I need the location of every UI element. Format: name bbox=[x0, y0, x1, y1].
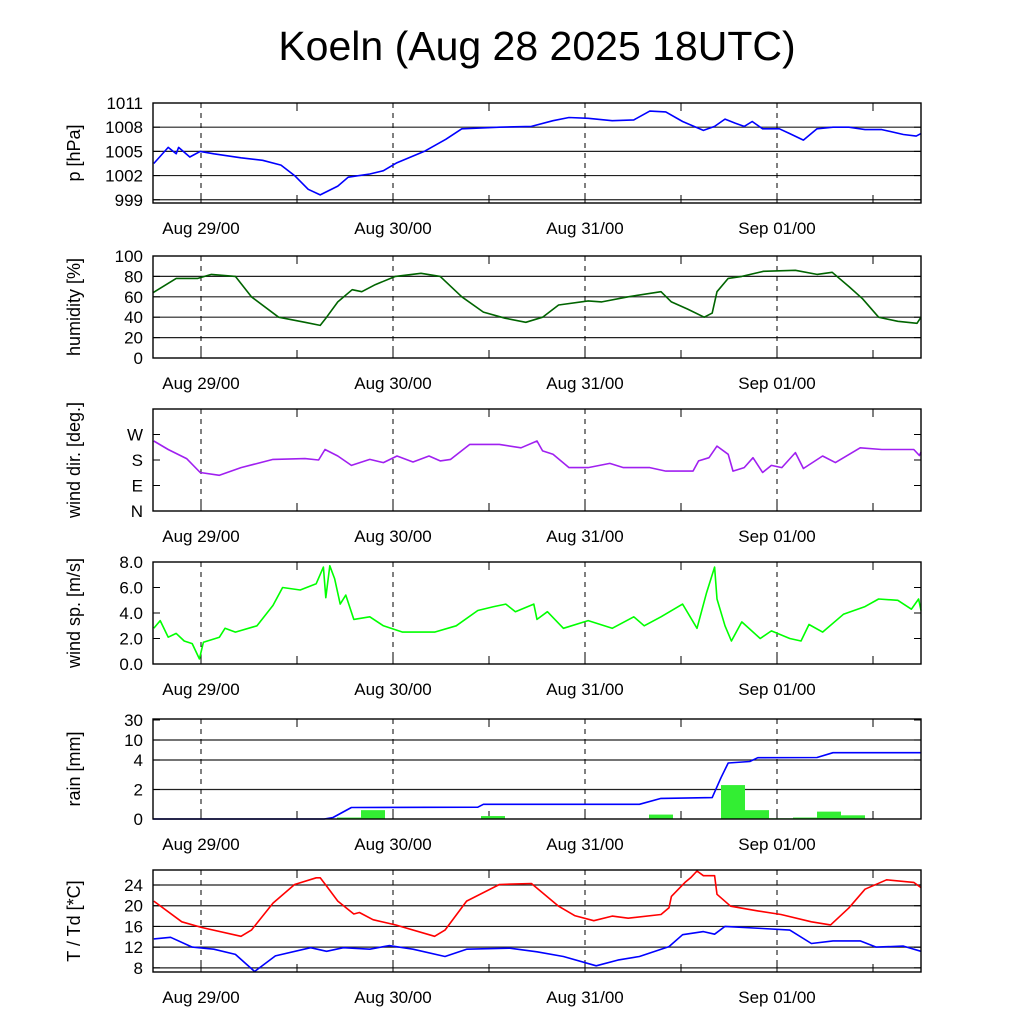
rain-bar bbox=[361, 810, 385, 819]
series-line-wind-speed bbox=[153, 565, 922, 660]
chart-title: Koeln (Aug 28 2025 18UTC) bbox=[278, 23, 795, 69]
y-tick-label: 4.0 bbox=[119, 604, 143, 623]
y-tick-label: 1002 bbox=[105, 167, 143, 186]
x-tick-label: Sep 01/00 bbox=[738, 988, 816, 1007]
x-tick-label: Aug 29/00 bbox=[162, 374, 240, 393]
series-line-p bbox=[153, 110, 922, 196]
panel-pressure: 999 1002 1005 1008 1011 Aug 29/00 Aug 30/00 Aug… bbox=[64, 94, 922, 238]
y-tick-label: 12 bbox=[124, 938, 143, 957]
y-tick-label: E bbox=[132, 477, 143, 496]
series-line-wind-direction bbox=[153, 440, 922, 477]
x-tick-label: Aug 31/00 bbox=[546, 835, 624, 854]
rain-bar bbox=[817, 811, 841, 819]
x-tick-label: Aug 31/00 bbox=[546, 374, 624, 393]
rain-bar bbox=[745, 810, 769, 819]
series-line-humidity bbox=[152, 269, 922, 327]
y-axis-label: T / Td [*C] bbox=[64, 880, 84, 961]
rain-bar bbox=[649, 814, 673, 819]
y-tick-label: 8 bbox=[134, 959, 143, 978]
rain-bar bbox=[481, 816, 505, 819]
x-tick-label: Aug 30/00 bbox=[354, 374, 432, 393]
plot-frame bbox=[152, 869, 922, 973]
y-tick-label: 80 bbox=[124, 267, 143, 286]
x-tick-label: Aug 31/00 bbox=[546, 527, 624, 546]
panel-wind-speed: 0.0 2.0 4.0 6.0 8.0 Aug 29/00 Aug 30/00 Aug 31/… bbox=[64, 553, 922, 699]
y-tick-label: 40 bbox=[124, 308, 143, 327]
x-tick-label: Aug 30/00 bbox=[354, 527, 432, 546]
plot-frame bbox=[152, 255, 922, 359]
y-axis-label: humidity [%] bbox=[64, 258, 84, 356]
y-tick-label: 100 bbox=[115, 247, 143, 266]
x-tick-label: Aug 31/00 bbox=[546, 219, 624, 238]
y-tick-label: 20 bbox=[124, 329, 143, 348]
x-tick-label: Aug 29/00 bbox=[162, 835, 240, 854]
y-tick-label: 24 bbox=[124, 876, 143, 895]
x-tick-label: Aug 30/00 bbox=[354, 835, 432, 854]
x-tick-label: Aug 31/00 bbox=[546, 680, 624, 699]
series-line-T bbox=[153, 870, 922, 938]
x-tick-label: Aug 30/00 bbox=[354, 680, 432, 699]
y-tick-label: W bbox=[127, 426, 143, 445]
y-tick-label: 1005 bbox=[105, 142, 143, 161]
y-tick-label: 2.0 bbox=[119, 630, 143, 649]
y-axis-label: rain [mm] bbox=[64, 731, 84, 806]
y-tick-label: 999 bbox=[115, 191, 143, 210]
plot-frame bbox=[152, 561, 922, 665]
y-tick-label: 8.0 bbox=[119, 553, 143, 572]
plot-frame bbox=[152, 102, 922, 204]
x-tick-label: Sep 01/00 bbox=[738, 680, 816, 699]
x-tick-label: Sep 01/00 bbox=[738, 835, 816, 854]
y-tick-label: 16 bbox=[124, 917, 143, 936]
series-line-Td bbox=[153, 925, 922, 973]
plot-frame bbox=[152, 408, 922, 512]
x-tick-label: Aug 31/00 bbox=[546, 988, 624, 1007]
y-tick-label: S bbox=[132, 451, 143, 470]
x-tick-label: Aug 29/00 bbox=[162, 680, 240, 699]
y-tick-label: 0 bbox=[134, 810, 143, 829]
series-line-accumulated-rain bbox=[153, 751, 921, 820]
y-tick-label: 6.0 bbox=[119, 579, 143, 598]
x-tick-label: Sep 01/00 bbox=[738, 527, 816, 546]
y-tick-label: 0 bbox=[134, 349, 143, 368]
rain-bar bbox=[841, 815, 865, 819]
x-tick-label: Sep 01/00 bbox=[738, 219, 816, 238]
x-tick-label: Aug 29/00 bbox=[162, 988, 240, 1007]
y-tick-label: 2 bbox=[134, 781, 143, 800]
rain-bar bbox=[721, 785, 745, 819]
y-tick-label: 0.0 bbox=[119, 655, 143, 674]
y-axis-label: wind dir. [deg.] bbox=[64, 402, 84, 519]
y-axis-label: wind sp. [m/s] bbox=[64, 558, 84, 669]
y-tick-label: 20 bbox=[124, 897, 143, 916]
x-tick-label: Aug 30/00 bbox=[354, 988, 432, 1007]
x-tick-label: Sep 01/00 bbox=[738, 374, 816, 393]
x-tick-label: Aug 29/00 bbox=[162, 219, 240, 238]
y-tick-label: 60 bbox=[124, 288, 143, 307]
y-tick-label: 30 bbox=[124, 711, 143, 730]
y-tick-label: 4 bbox=[134, 751, 143, 770]
x-tick-label: Aug 29/00 bbox=[162, 527, 240, 546]
x-tick-label: Aug 30/00 bbox=[354, 219, 432, 238]
y-tick-label: 1011 bbox=[106, 94, 143, 113]
plot-frame bbox=[152, 718, 922, 820]
y-tick-label: N bbox=[131, 502, 143, 521]
rain-bar bbox=[337, 817, 361, 819]
y-tick-label: 10 bbox=[124, 731, 143, 750]
y-axis-label: p [hPa] bbox=[64, 124, 84, 181]
y-tick-label: 1008 bbox=[105, 118, 143, 137]
rain-bar bbox=[793, 817, 817, 819]
